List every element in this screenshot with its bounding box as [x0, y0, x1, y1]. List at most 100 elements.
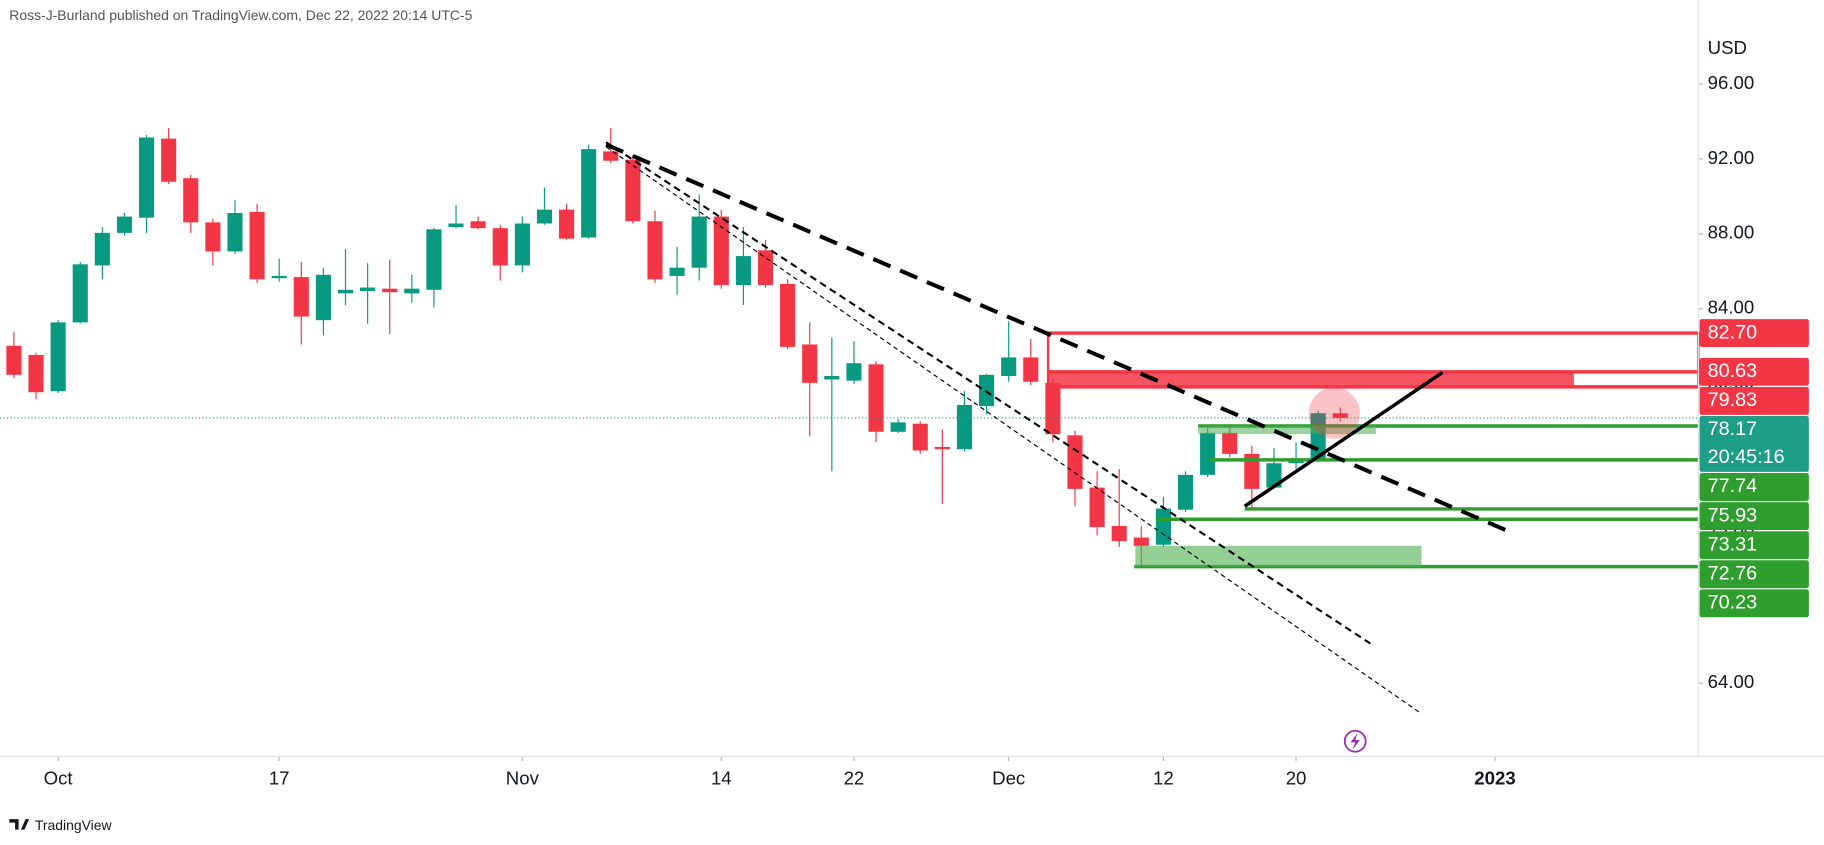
candle-body — [492, 228, 508, 266]
candle-body — [1200, 432, 1216, 475]
candle-body — [868, 364, 884, 432]
candle-body — [28, 354, 44, 393]
candle-body — [713, 216, 729, 286]
candle-body — [934, 446, 950, 450]
candle-body — [116, 216, 133, 233]
candle-body — [647, 221, 663, 280]
brand-logo — [9, 819, 30, 830]
publisher-note: Ross-J-Burland published on TradingView.… — [9, 7, 472, 23]
candle-body — [50, 322, 66, 392]
candle-body — [161, 138, 177, 182]
trend-line — [605, 142, 1511, 534]
support-zone — [1135, 545, 1422, 567]
price-label: 77.74 — [1708, 475, 1757, 497]
countdown: 20:45:16 — [1708, 446, 1785, 468]
highlight-circle — [1308, 387, 1360, 439]
price-label-box — [1699, 319, 1809, 348]
x-tick-label: Oct — [44, 768, 74, 789]
candle-body — [249, 211, 265, 280]
price-label: 78.17 — [1708, 418, 1757, 440]
candle-body — [625, 159, 641, 222]
y-tick-label: 96.00 — [1708, 72, 1755, 93]
candle-body — [470, 221, 486, 229]
candle-body — [227, 213, 243, 252]
resistance-band — [1048, 371, 1574, 387]
candle-body — [1001, 357, 1017, 376]
price-label-box — [1699, 416, 1809, 472]
price-label-box — [1699, 473, 1809, 501]
candle-body — [979, 374, 995, 407]
candle-body — [1045, 382, 1061, 435]
price-label-box — [1699, 386, 1809, 415]
candle-body — [956, 404, 973, 450]
candle-body — [1266, 463, 1282, 488]
candle-body — [337, 289, 354, 294]
price-label-box — [1699, 502, 1809, 531]
x-tick-label: 12 — [1153, 768, 1174, 789]
candle-body — [890, 422, 906, 432]
candle-body — [1023, 357, 1039, 382]
candle-body — [448, 223, 464, 228]
candle-body — [6, 345, 22, 375]
price-label: 80.63 — [1708, 360, 1757, 382]
candle-body — [536, 209, 553, 224]
price-label: 73.31 — [1708, 533, 1757, 555]
y-tick-label: 64.00 — [1708, 671, 1755, 692]
candle-body — [293, 277, 309, 317]
candle-body — [382, 288, 398, 293]
price-axis: 64.0068.0072.0076.0080.0084.0088.0092.00… — [44, 72, 1809, 789]
event-bolt — [1350, 733, 1360, 750]
small-zone — [1198, 425, 1377, 435]
candle-body — [183, 178, 199, 223]
x-tick-label: 22 — [844, 768, 865, 789]
brand-name: TradingView — [35, 817, 113, 833]
candle-body — [514, 223, 530, 266]
candle-body — [1244, 453, 1260, 489]
price-label-box — [1699, 531, 1809, 560]
y-tick-label: 84.00 — [1708, 297, 1755, 318]
x-tick-label: 2023 — [1474, 768, 1515, 789]
x-tick-label: 20 — [1286, 768, 1307, 789]
candle-body — [780, 283, 796, 347]
x-tick-label: Dec — [992, 768, 1025, 789]
trend-line — [605, 146, 1420, 713]
event-icon[interactable] — [1343, 729, 1367, 753]
footer: TradingView — [9, 817, 113, 833]
plot-area — [0, 83, 1704, 762]
candle-body — [94, 232, 110, 266]
candle-body — [1067, 435, 1083, 489]
candle-body — [912, 423, 928, 451]
candle-body — [603, 151, 619, 161]
price-label-box — [1699, 589, 1809, 618]
price-label: 72.76 — [1708, 562, 1757, 584]
candle-body — [315, 274, 331, 321]
price-label: 79.83 — [1708, 389, 1757, 411]
price-label-box — [1699, 357, 1809, 386]
candle-body — [824, 375, 840, 380]
currency-label: USD — [1708, 37, 1747, 58]
candle-body — [1111, 525, 1127, 542]
candle-body — [205, 222, 221, 252]
candle-body — [1332, 413, 1348, 418]
candle-body — [360, 287, 376, 292]
price-label-box — [1699, 560, 1809, 589]
support-line — [1243, 371, 1444, 508]
candle-body — [72, 264, 88, 323]
candle-body — [426, 229, 442, 290]
candle-body — [559, 209, 575, 239]
candle-body — [1222, 432, 1238, 454]
x-tick-label: 17 — [269, 768, 290, 789]
candle-body — [404, 288, 420, 294]
candle-body — [1177, 474, 1194, 510]
x-tick-label: 14 — [711, 768, 732, 789]
price-label: 75.93 — [1708, 504, 1757, 526]
candle-body — [757, 250, 774, 286]
x-tick-label: Nov — [506, 768, 540, 789]
y-tick-label: 88.00 — [1708, 222, 1755, 243]
candle-body — [1155, 508, 1171, 545]
candle-body — [138, 137, 155, 218]
price-label: 70.23 — [1708, 592, 1757, 614]
